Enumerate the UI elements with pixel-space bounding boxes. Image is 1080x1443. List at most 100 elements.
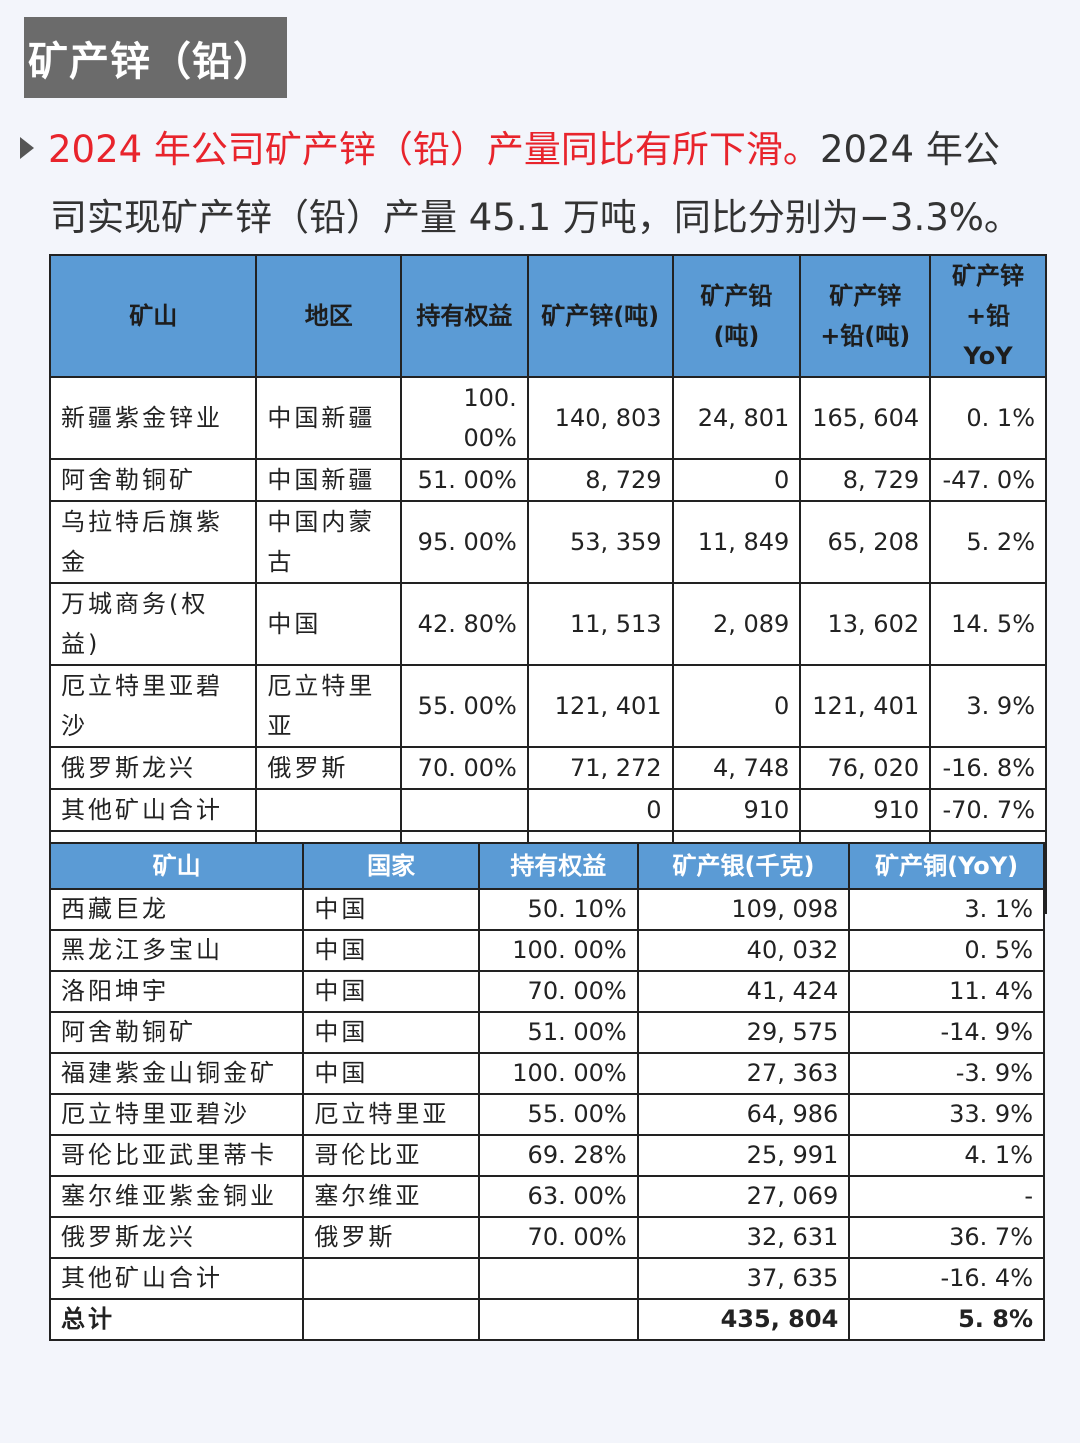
table-cell: 76, 020 [799,746,932,790]
table-cell: 中国内蒙古 [255,500,403,584]
table-cell: 40, 032 [636,929,851,972]
table-row: 阿舍勒铜矿 中国 51. 00% 29, 575 -14. 9% [48,1011,1045,1054]
t2-header: 矿产铜(YoY) [848,842,1045,890]
table-cell: 黑龙江多宝山 [48,929,305,972]
table-cell [302,1257,480,1300]
table-cell: 其他矿山合计 [48,788,258,832]
table-cell: 中国新疆 [255,458,403,502]
table-cell: 65, 208 [799,500,932,584]
table-cell: 140, 803 [526,376,674,460]
table-cell: 阿舍勒铜矿 [48,1011,305,1054]
table-cell: -47. 0% [929,458,1047,502]
table-row: 福建紫金山铜金矿 中国 100. 00% 27, 363 -3. 9% [48,1052,1045,1095]
t1-header: 矿产锌+铅 YoY [929,254,1047,378]
table-row: 俄罗斯龙兴 俄罗斯 70. 00% 71, 272 4, 748 76, 020 -16. … [48,746,1047,790]
table-cell: -3. 9% [848,1052,1045,1095]
table-cell: 厄立特里亚 [302,1093,480,1136]
table-cell: 厄立特里亚碧沙 [48,1093,305,1136]
table-cell: -70. 7% [929,788,1047,832]
table-cell: 24, 801 [671,376,802,460]
table-cell: 厄立特里亚 [255,664,403,748]
table-cell: 中国 [302,1052,480,1095]
table-row: 其他矿山合计 0 910 910 -70. 7% [48,788,1047,832]
table-cell: 中国 [302,929,480,972]
table-cell: 95. 00% [400,500,529,584]
table-cell: -16. 8% [929,746,1047,790]
table-cell: 69. 28% [477,1134,639,1177]
table-cell: 910 [799,788,932,832]
table-cell: 俄罗斯龙兴 [48,746,258,790]
table-cell: 中国 [302,970,480,1013]
table-cell: 55. 00% [400,664,529,748]
table-cell: 中国 [302,888,480,931]
table-cell: 13, 602 [799,582,932,666]
table-cell: 0 [671,664,802,748]
table-cell: 0 [671,458,802,502]
table-cell: 63. 00% [477,1175,639,1218]
table-cell: 4, 748 [671,746,802,790]
table-row: 俄罗斯龙兴 俄罗斯 70. 00% 32, 631 36. 7% [48,1216,1045,1259]
summary-paragraph: 2024 年公司矿产锌（铅）产量同比有所下滑。2024 年公 司实现矿产锌（铅）… [20,116,1060,252]
table-cell: 厄立特里亚碧沙 [48,664,258,748]
t2-header: 国家 [302,842,480,890]
table-row: 西藏巨龙 中国 50. 10% 109, 098 3. 1% [48,888,1045,931]
table-cell: 哥伦比亚武里蒂卡 [48,1134,305,1177]
section-title: 矿产锌（铅） [24,17,287,98]
table-cell: 70. 00% [400,746,529,790]
t2-header: 矿山 [48,842,305,890]
table-cell [255,788,403,832]
table-cell: 万城商务(权益) [48,582,258,666]
table-cell: 53, 359 [526,500,674,584]
line2-text: 司实现矿产锌（铅）产量 45.1 万吨，同比分别为−3.3%。 [50,196,1021,239]
table-cell: 0 [526,788,674,832]
table-cell: 50. 10% [477,888,639,931]
table-cell: 70. 00% [477,970,639,1013]
table-cell: -16. 4% [848,1257,1045,1300]
table-cell: 64, 986 [636,1093,851,1136]
table-cell: 51. 00% [400,458,529,502]
table-row: 黑龙江多宝山 中国 100. 00% 40, 032 0. 5% [48,929,1045,972]
table-cell: 435, 804 [636,1298,851,1341]
highlight-text: 2024 年公司矿产锌（铅）产量同比有所下滑。 [48,128,820,171]
table-row: 哥伦比亚武里蒂卡 哥伦比亚 69. 28% 25, 991 4. 1% [48,1134,1045,1177]
table-cell: 其他矿山合计 [48,1257,305,1300]
t1-header: 地区 [255,254,403,378]
table-cell: 32, 631 [636,1216,851,1259]
table-cell: 11. 4% [848,970,1045,1013]
table-cell: 121, 401 [526,664,674,748]
table-row: 新疆紫金锌业 中国新疆 100. 00% 140, 803 24, 801 165, 60… [48,376,1047,460]
table-cell: 西藏巨龙 [48,888,305,931]
table-cell: 11, 513 [526,582,674,666]
table-cell: 3. 9% [929,664,1047,748]
table-row: 总计 435, 804 5. 8% [48,1298,1045,1341]
table-cell: 中国 [255,582,403,666]
table-cell: 100. 00% [400,376,529,460]
table-cell: 165, 604 [799,376,932,460]
t1-header: 矿产锌(吨) [526,254,674,378]
table-cell: 福建紫金山铜金矿 [48,1052,305,1095]
table-row: 厄立特里亚碧沙 厄立特里亚 55. 00% 64, 986 33. 9% [48,1093,1045,1136]
line1-rest: 2024 年公 [819,128,1000,171]
table-cell: 0. 5% [848,929,1045,972]
table-cell: 俄罗斯龙兴 [48,1216,305,1259]
table-cell: 100. 00% [477,929,639,972]
table-cell: 42. 80% [400,582,529,666]
zinc-lead-table: 矿山 地区 持有权益 矿产锌(吨) 矿产铅(吨) 矿产锌+铅(吨) 矿产锌+铅 … [48,254,1047,914]
table-cell: 36. 7% [848,1216,1045,1259]
table-cell: 8, 729 [526,458,674,502]
table-cell: 11, 849 [671,500,802,584]
table-cell [477,1298,639,1341]
table-cell: 27, 363 [636,1052,851,1095]
table-cell: 俄罗斯 [255,746,403,790]
table-cell: 8, 729 [799,458,932,502]
table-cell [302,1298,480,1341]
table-cell: 2, 089 [671,582,802,666]
table-cell: 33. 9% [848,1093,1045,1136]
triangle-bullet-icon [20,136,34,159]
table-row: 塞尔维亚紫金铜业 塞尔维亚 63. 00% 27, 069- [48,1175,1045,1218]
table-cell: 70. 00% [477,1216,639,1259]
table-cell [400,788,529,832]
table-cell: 14. 5% [929,582,1047,666]
table-cell: 中国新疆 [255,376,403,460]
table-cell: 塞尔维亚 [302,1175,480,1218]
